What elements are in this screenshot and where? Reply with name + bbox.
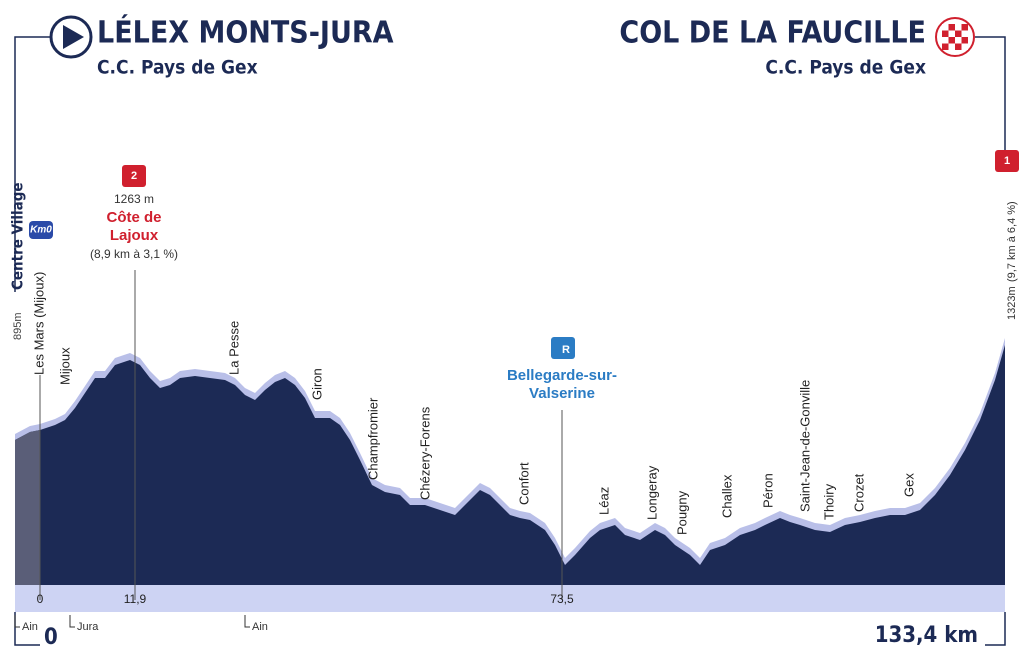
sprint-name: Valserine [529, 385, 595, 402]
place-name: Saint-Jean-de-Gonville [797, 380, 812, 512]
place-name: Péron [760, 473, 775, 508]
km0-badge: Km0 [30, 225, 52, 236]
place-name: Chézery-Forens [417, 406, 432, 500]
footer-total-distance: 133,4 km [875, 623, 978, 648]
finish-climb-badge-bg [995, 150, 1019, 172]
place-name: Confort [516, 462, 531, 505]
km-marker: 0 [37, 592, 44, 606]
start-title: LÉLEX MONTS-JURA [97, 15, 394, 51]
footer-start-km: 0 [44, 625, 58, 650]
marker-lines [39, 270, 563, 600]
department: Jura [77, 621, 99, 633]
climb-badge: 2 [131, 170, 137, 182]
place-name: Thoiry [821, 483, 836, 520]
distance-band [15, 585, 1005, 612]
place-name: Champfromier [365, 397, 380, 480]
climb-badge-bg [122, 165, 146, 187]
place-name: Longeray [644, 465, 659, 520]
finish-subtitle: C.C. Pays de Gex [765, 57, 926, 79]
place-name: Gex [901, 473, 916, 497]
start-altitude: 895m [12, 312, 24, 340]
finish-flag [935, 17, 975, 57]
climb-detail: (8,9 km à 3,1 %) [90, 247, 178, 261]
sprint-badge-bg [551, 337, 575, 359]
km-marker: 11,9 [124, 592, 147, 606]
place-name: Challex [719, 474, 734, 518]
start-subtitle: C.C. Pays de Gex [97, 57, 258, 79]
department: Ain [252, 621, 268, 633]
climb-altitude: 1263 m [114, 192, 154, 206]
profile [15, 345, 1005, 585]
km-marker: 73,5 [550, 592, 574, 606]
finish-altitude: 1323m [1006, 286, 1018, 320]
climb-name: Côte de [106, 209, 161, 226]
start-location: Centre Village [9, 182, 27, 290]
place-name: Crozet [851, 473, 866, 512]
place-name: La Pesse [226, 321, 241, 375]
place-name: Pougny [674, 490, 689, 535]
place-name: Léaz [596, 487, 611, 515]
finish-climb-badge: 1 [1004, 155, 1010, 167]
place-name: Giron [309, 368, 324, 400]
start-arrow [63, 25, 84, 49]
department: Ain [22, 621, 38, 633]
place-name: Les Mars (Mijoux) [31, 272, 46, 375]
finish-climb-detail: (9,7 km à 6,4 %) [1006, 201, 1018, 282]
sprint-badge: R [562, 344, 570, 356]
department-ticks [14, 615, 250, 628]
climb-name: Lajoux [110, 227, 159, 244]
km0-badge-bg [29, 221, 53, 239]
place-name: Mijoux [57, 347, 72, 385]
neutral-zone [15, 430, 40, 585]
finish-title: COL DE LA FAUCILLE [619, 16, 926, 51]
sprint-name: Bellegarde-sur- [507, 367, 617, 384]
